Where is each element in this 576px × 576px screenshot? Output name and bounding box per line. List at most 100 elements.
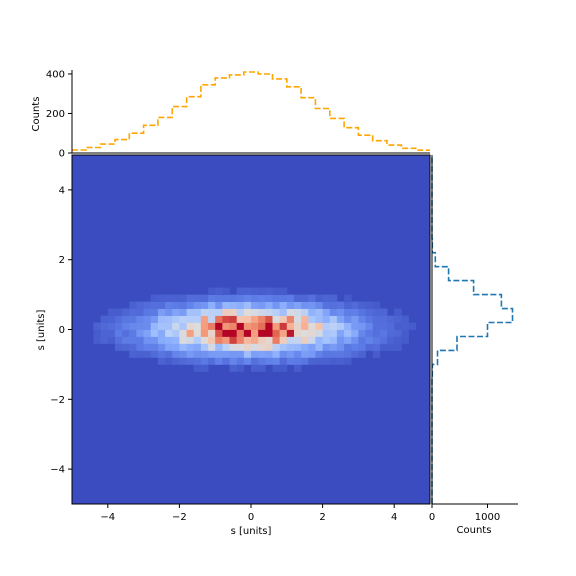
heatmap-cell (286, 343, 295, 351)
heatmap-cell (279, 350, 288, 358)
heatmap-cell (315, 322, 323, 330)
heatmap-cell (229, 336, 238, 344)
heatmap-cell (394, 322, 402, 330)
main-y-axis-label: s [units] (36, 310, 47, 351)
heatmap-cell (143, 343, 152, 351)
heatmap-cell (336, 301, 345, 309)
heatmap-cells (93, 287, 417, 372)
heatmap-cell (186, 350, 195, 358)
heatmap-cell (315, 357, 323, 365)
heatmap-cell (258, 322, 266, 330)
heatmap-cell (251, 350, 259, 358)
heatmap-cell (322, 350, 331, 358)
heatmap-cell (344, 301, 352, 309)
heatmap-cell (186, 315, 195, 323)
heatmap-cell (279, 343, 288, 351)
heatmap-cell (301, 315, 309, 323)
heatmap-cell (358, 329, 366, 337)
heatmap-cell (344, 294, 352, 302)
heatmap-cell (186, 301, 195, 309)
heatmap-cell (243, 336, 252, 344)
heatmap-cell (150, 308, 159, 316)
heatmap-cell (301, 294, 309, 302)
heatmap-cell (265, 343, 273, 351)
heatmap-cell (222, 343, 230, 351)
top-marginal-y-tick-label: 200 (46, 109, 65, 120)
heatmap-cell (258, 343, 266, 351)
heatmap-cell (215, 294, 223, 302)
heatmap-cell (157, 329, 166, 337)
right-marginal-x-tick-label: 1000 (475, 512, 500, 523)
heatmap-cell (129, 336, 137, 344)
heatmap-cell (293, 315, 302, 323)
heatmap-cell (372, 350, 381, 358)
heatmap-cell (329, 350, 338, 358)
heatmap-cell (200, 315, 209, 323)
heatmap-cell (258, 336, 266, 344)
heatmap-cell (229, 308, 238, 316)
heatmap-cell (336, 315, 345, 323)
heatmap-cell (179, 343, 187, 351)
heatmap-cell (279, 329, 288, 337)
heatmap-cell (365, 315, 374, 323)
heatmap-cell (215, 301, 223, 309)
heatmap-cell (150, 294, 159, 302)
heatmap-cell (308, 315, 316, 323)
heatmap-cell (243, 301, 252, 309)
heatmap-cell (179, 294, 187, 302)
heatmap-cell (315, 329, 323, 337)
heatmap-cell (222, 350, 230, 358)
heatmap-cell (293, 308, 302, 316)
heatmap-cell (186, 329, 195, 337)
heatmap-cell (157, 357, 166, 365)
heatmap-cell (322, 301, 331, 309)
heatmap-cell (236, 336, 245, 344)
heatmap-cell (222, 357, 230, 365)
heatmap-cell (165, 294, 173, 302)
heatmap-cell (243, 329, 252, 337)
heatmap-cell (358, 301, 366, 309)
heatmap-cell (186, 336, 195, 344)
heatmap-cell (172, 329, 180, 337)
heatmap-cell (222, 294, 230, 302)
heatmap-cell (336, 350, 345, 358)
heatmap-cell (322, 322, 331, 330)
heatmap-cell (236, 364, 245, 372)
heatmap-cell (279, 357, 288, 365)
heatmap-cell (215, 315, 223, 323)
heatmap-cell (265, 322, 273, 330)
heatmap-cell (344, 350, 352, 358)
heatmap-cell (208, 343, 216, 351)
heatmap-cell (114, 343, 123, 351)
heatmap-cell (293, 329, 302, 337)
heatmap-cell (308, 322, 316, 330)
heatmap-cell (251, 301, 259, 309)
heatmap-cell (315, 301, 323, 309)
heatmap-cell (129, 315, 137, 323)
heatmap-cell (286, 308, 295, 316)
heatmap-cell (150, 343, 159, 351)
heatmap-cell (193, 322, 202, 330)
heatmap-cell (143, 322, 152, 330)
heatmap-cell (329, 357, 338, 365)
top-marginal-step-line (72, 71, 430, 151)
heatmap-cell (243, 315, 252, 323)
heatmap-cell (200, 301, 209, 309)
heatmap-cell (243, 343, 252, 351)
heatmap-cell (208, 308, 216, 316)
heatmap-cell (329, 308, 338, 316)
heatmap-cell (122, 336, 130, 344)
heatmap-cell (379, 336, 388, 344)
heatmap-cell (172, 301, 180, 309)
heatmap-cell (272, 329, 281, 337)
heatmap-cell (107, 315, 116, 323)
heatmap-cell (379, 322, 388, 330)
heatmap-cell (394, 336, 402, 344)
heatmap-cell (114, 336, 123, 344)
heatmap-cell (329, 301, 338, 309)
main-x-tick-label: −2 (172, 512, 187, 523)
heatmap-cell (301, 308, 309, 316)
heatmap-cell (301, 329, 309, 337)
heatmap-cell (358, 336, 366, 344)
heatmap-cell (229, 329, 238, 337)
